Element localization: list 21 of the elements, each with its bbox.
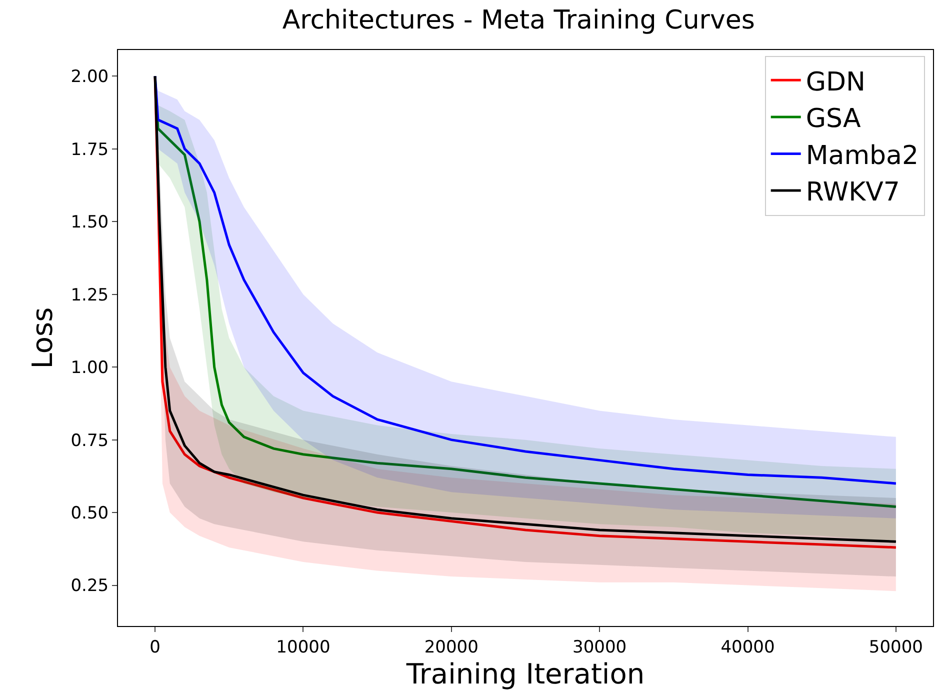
x-tick-label: 10000 — [276, 637, 330, 658]
y-axis-title: Loss — [26, 307, 59, 369]
y-tick-label: 1.00 — [70, 358, 109, 378]
x-tick-label: 50000 — [868, 637, 923, 658]
legend-label: GDN — [806, 67, 866, 98]
y-tick-label: 2.00 — [70, 67, 109, 88]
chart-title: Architectures - Meta Training Curves — [282, 6, 755, 36]
y-tick-label: 1.25 — [70, 285, 109, 306]
y-tick-label: 1.75 — [70, 140, 109, 160]
x-tick-label: 40000 — [720, 637, 775, 658]
x-axis-title: Training Iteration — [405, 657, 645, 690]
x-tick-label: 30000 — [572, 637, 627, 658]
y-tick-label: 0.25 — [70, 576, 109, 596]
x-tick-label: 20000 — [424, 637, 478, 658]
legend-label: GSA — [806, 104, 861, 134]
y-tick-label: 0.50 — [70, 504, 109, 524]
legend-label: RWKV7 — [806, 178, 900, 208]
y-tick-label: 1.50 — [70, 212, 109, 233]
y-tick-label: 0.75 — [70, 430, 109, 451]
x-tick-label: 0 — [150, 637, 160, 658]
legend-label: Mamba2 — [806, 140, 919, 171]
